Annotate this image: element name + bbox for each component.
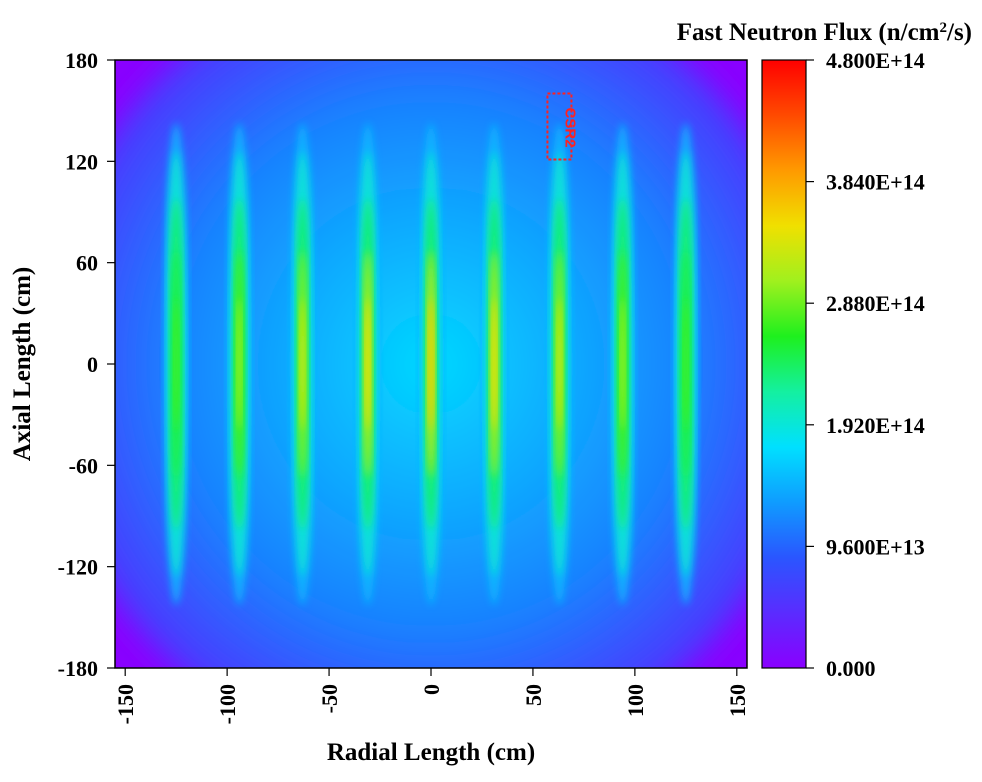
y-tick-label: 0 [87, 352, 98, 377]
colorbar-title-sup: 2 [940, 20, 948, 36]
y-tick-label: -60 [69, 453, 98, 478]
colorbar-gradient [761, 59, 807, 669]
fuel-rod-layer [682, 297, 689, 431]
fuel-rod-layer [619, 297, 626, 431]
colorbar-tick-label: 4.800E+14 [826, 48, 925, 73]
fuel-rod-flux [226, 122, 253, 606]
x-tick-label: 0 [419, 684, 444, 695]
colorbar-tick-label: 1.920E+14 [826, 413, 925, 438]
csr-box [546, 92, 573, 161]
colorbar-ticks: 0.000 9.600E+13 1.920E+14 2.880E+14 3.840E+1… [806, 48, 925, 681]
colorbar: 0.000 9.600E+13 1.920E+14 2.880E+14 3.840E+1… [677, 19, 972, 681]
y-tick-label: -120 [58, 555, 98, 580]
y-tick-label: 60 [76, 251, 98, 276]
plot-area [114, 59, 748, 669]
fuel-rod-flux [354, 122, 381, 606]
colorbar-tick-label: 3.840E+14 [826, 170, 925, 195]
fuel-rod-layer [364, 297, 371, 431]
fuel-rod-flux [546, 122, 573, 606]
fuel-rod-flux [481, 122, 508, 606]
x-tick-label: 100 [623, 684, 648, 717]
colorbar-tick-label: 2.880E+14 [826, 291, 925, 316]
colorbar-title-main: Fast Neutron Flux (n/cm [677, 19, 940, 46]
colorbar-tick-label: 0.000 [826, 656, 876, 681]
csr-label: CSR2 [561, 108, 578, 148]
fuel-rod-flux [289, 122, 316, 606]
colorbar-title-end: /s) [946, 19, 972, 46]
fuel-rod-flux [163, 122, 190, 606]
fuel-rod-layer [556, 297, 563, 431]
x-tick-label: -150 [113, 684, 138, 724]
y-tick-label: 120 [65, 149, 98, 174]
x-axis-title: Radial Length (cm) [327, 739, 535, 766]
fuel-rod-layer [173, 297, 180, 431]
fuel-rod-flux [672, 122, 699, 606]
x-tick-label: -100 [215, 684, 240, 724]
fuel-rod-layer [491, 297, 498, 431]
x-tick-label: 50 [521, 684, 546, 706]
fuel-rod-layer [428, 297, 434, 431]
colorbar-title: Fast Neutron Flux (n/cm2/s) [677, 19, 972, 46]
x-axis: -150 -100 -50 0 50 100 150 [113, 668, 750, 724]
heatmap-field [115, 60, 747, 668]
colorbar-tick-label: 9.600E+13 [826, 534, 925, 559]
x-tick-label: 150 [725, 684, 750, 717]
y-tick-label: -180 [58, 656, 98, 681]
fuel-rod-flux [609, 122, 636, 606]
y-tick-label: 180 [65, 48, 98, 73]
fuel-rod-layer [236, 297, 243, 431]
fuel-rod-layer [299, 297, 306, 431]
csr-annotation: CSR2 [546, 92, 578, 161]
y-axis: -180 -120 -60 0 60 120 180 [58, 48, 115, 681]
fuel-rod-flux [418, 122, 444, 606]
y-axis-title: Axial Length (cm) [9, 267, 36, 461]
x-tick-label: -50 [317, 684, 342, 713]
